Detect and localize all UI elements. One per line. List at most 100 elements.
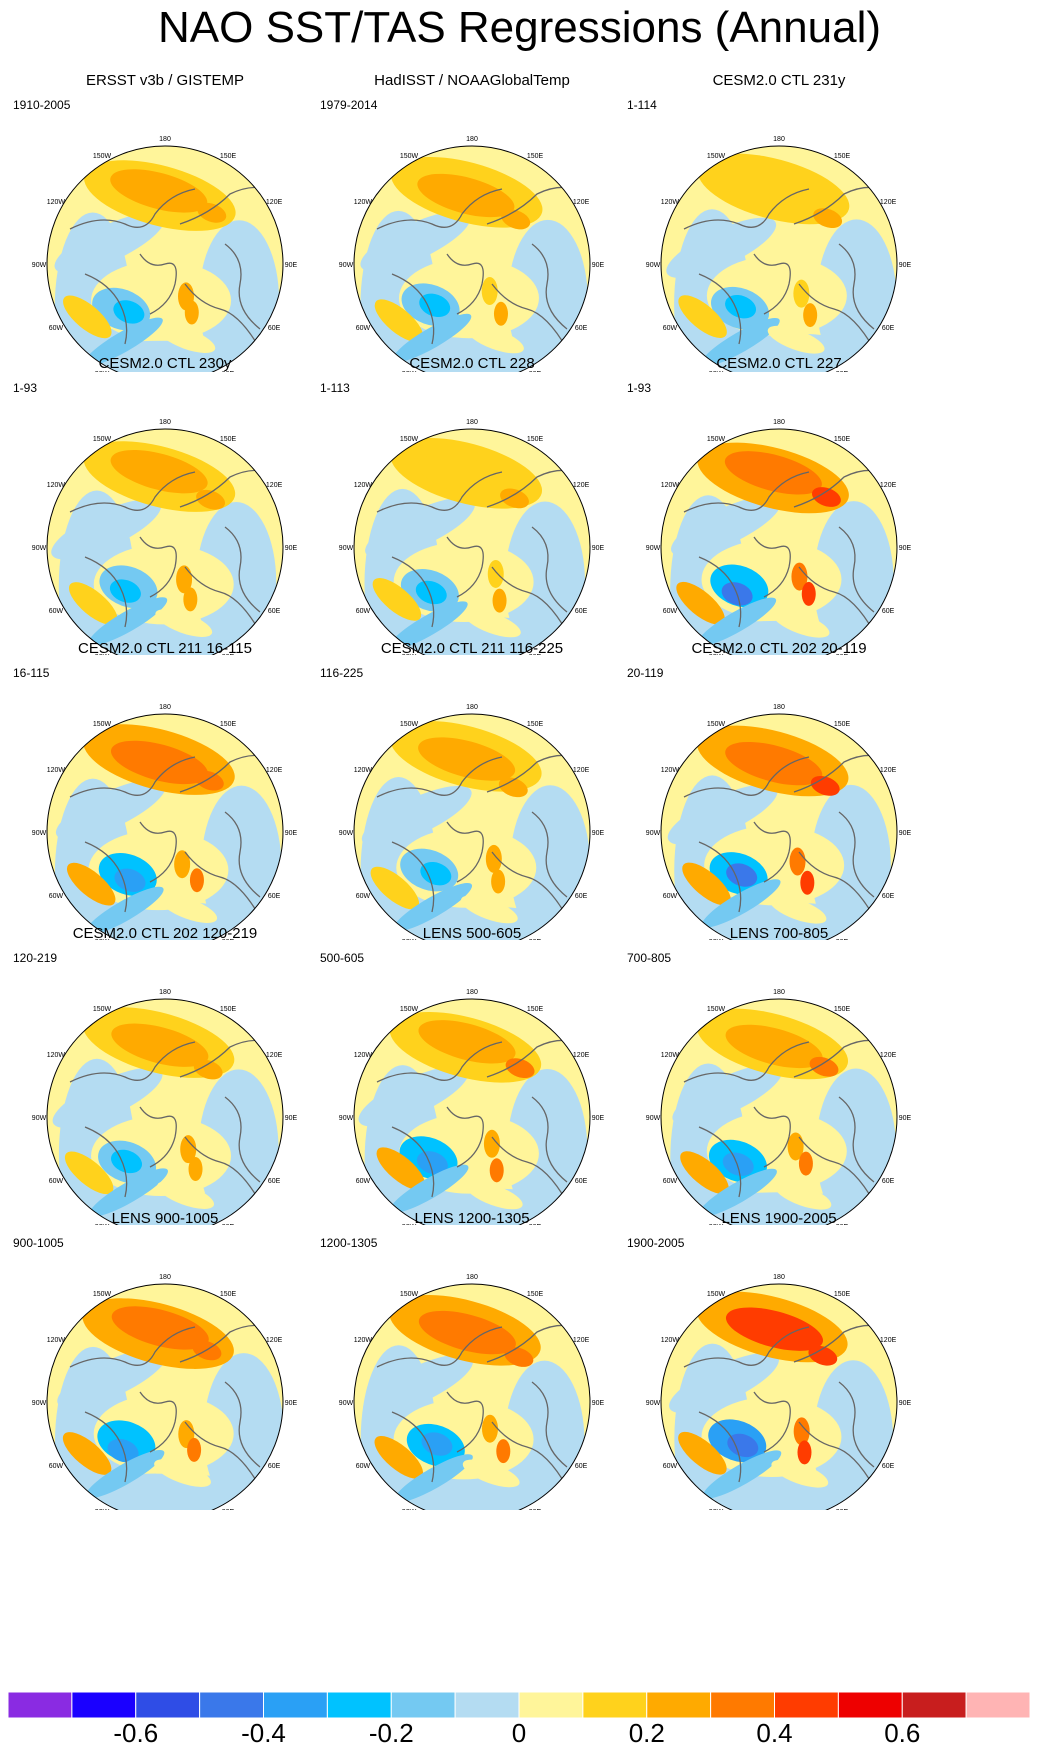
coastline (84, 1411, 128, 1483)
coastline (531, 1096, 568, 1183)
longitude-label: 120E (880, 767, 897, 774)
anomaly-region (725, 741, 823, 786)
coastline (753, 1106, 791, 1168)
map-panel: 180150E120E90E60E30E030W60W90W120W150WCE… (619, 72, 939, 372)
coastline (391, 1126, 435, 1198)
anomaly-region (194, 770, 224, 791)
map-outline (353, 428, 591, 655)
coastline (184, 566, 261, 633)
anomaly-region (196, 489, 226, 510)
anomaly-region (180, 1135, 197, 1164)
coastline (838, 1381, 875, 1468)
coastline (838, 526, 875, 613)
anomaly-region (154, 1459, 211, 1487)
longitude-label: 120W (661, 1052, 680, 1059)
panel-title: CESM2.0 CTL 202 20-119 (691, 640, 867, 657)
anomaly-region (197, 202, 227, 223)
longitude-label: 60W (356, 1178, 371, 1185)
anomaly-region (485, 844, 502, 873)
longitude-label: 120E (266, 1337, 283, 1344)
coastline (224, 526, 261, 613)
anomaly-region (418, 1310, 516, 1355)
panel-title: LENS 1200-1305 (414, 1210, 530, 1227)
map-outline (353, 1283, 591, 1510)
longitude-label: 90E (899, 262, 912, 269)
longitude-label: 150E (220, 153, 237, 160)
anomaly-region (725, 1307, 824, 1351)
coastline (376, 188, 503, 230)
map-outline (46, 998, 284, 1225)
anomaly-region (55, 779, 166, 840)
anomaly-region (678, 1431, 727, 1475)
longitude-label: 90W (646, 1400, 661, 1407)
colorbar-swatch (199, 1692, 265, 1718)
anomaly-region (491, 869, 506, 894)
anomaly-region (417, 454, 515, 498)
longitude-label: 180 (466, 419, 478, 426)
longitude-label: 120E (573, 1052, 590, 1059)
longitude-label: 120W (47, 482, 66, 489)
anomaly-region (63, 295, 112, 339)
longitude-label: 120W (47, 199, 66, 206)
longitude-label: 60W (49, 893, 64, 900)
panel-period: 700-805 (627, 951, 672, 965)
longitude-label: 150E (834, 436, 851, 443)
map-panel: 180150E120E90E60E30E030W60W90W120W150W CE… (619, 640, 939, 940)
longitude-label: 30W (402, 371, 417, 372)
longitude-label: 120E (880, 199, 897, 206)
anomaly-region (701, 879, 781, 928)
coastline (683, 471, 810, 513)
longitude-label: 150E (834, 1291, 851, 1298)
longitude-label: 30E (836, 1509, 849, 1510)
map-outline (46, 1283, 284, 1510)
coastline (139, 253, 177, 315)
colorbar-swatch (390, 1692, 456, 1718)
anomaly-region (464, 609, 521, 638)
coastline (698, 841, 742, 913)
longitude-label: 60E (575, 893, 588, 900)
panel-title: ERSST v3b / GISTEMP (85, 72, 245, 89)
anomaly-region (160, 895, 218, 923)
anomaly-region (505, 1058, 535, 1079)
anomaly-region (774, 1181, 832, 1210)
colorbar (8, 1692, 1030, 1718)
colorbar-tick-label: 0 (511, 1718, 527, 1748)
longitude-label: 30W (95, 1509, 110, 1510)
anomaly-region (392, 313, 472, 363)
longitude-label: 150E (527, 153, 544, 160)
polar-map: 180150E120E90E60E30E030W60W90W120W150W (646, 136, 912, 372)
anomaly-region (110, 449, 208, 494)
polar-map: 180150E120E90E60E30E030W60W90W120W150W (646, 704, 912, 940)
longitude-label: 150E (220, 436, 237, 443)
longitude-label: 120E (880, 1052, 897, 1059)
longitude-label: 90E (592, 1400, 605, 1407)
coastline (683, 756, 810, 798)
coastline (698, 556, 742, 628)
panel-title: CESM2.0 CTL 228 (409, 355, 535, 372)
anomaly-region (801, 581, 816, 606)
longitude-label: 120E (266, 767, 283, 774)
coastline (698, 273, 742, 345)
map-panel: 180150E120E90E60E30E030W60W90W120W150WHa… (312, 72, 632, 372)
coastline (69, 1326, 196, 1368)
longitude-label: 90W (339, 830, 354, 837)
longitude-label: 60E (882, 893, 895, 900)
anomaly-region (809, 1056, 839, 1077)
panel-period: 1-93 (13, 381, 38, 395)
longitude-label: 30E (222, 371, 235, 372)
anomaly-region (682, 862, 731, 906)
coastline (376, 1326, 503, 1368)
longitude-label: 60E (575, 325, 588, 332)
anomaly-region (360, 211, 471, 272)
anomaly-region (51, 499, 162, 560)
map-outline (46, 713, 284, 940)
anomaly-region (110, 169, 208, 213)
anomaly-region (793, 279, 810, 308)
longitude-label: 60W (356, 893, 371, 900)
map-panel: 180150E120E90E60E30E030W60W90W120W150WLE… (312, 1210, 632, 1510)
map-outline (353, 145, 591, 372)
coastline (376, 756, 503, 798)
polar-map: 180150E120E90E60E30E030W60W90W120W150W (32, 136, 298, 372)
longitude-label: 90E (592, 545, 605, 552)
panel-title: CESM2.0 CTL 211 116-225 (380, 640, 564, 657)
